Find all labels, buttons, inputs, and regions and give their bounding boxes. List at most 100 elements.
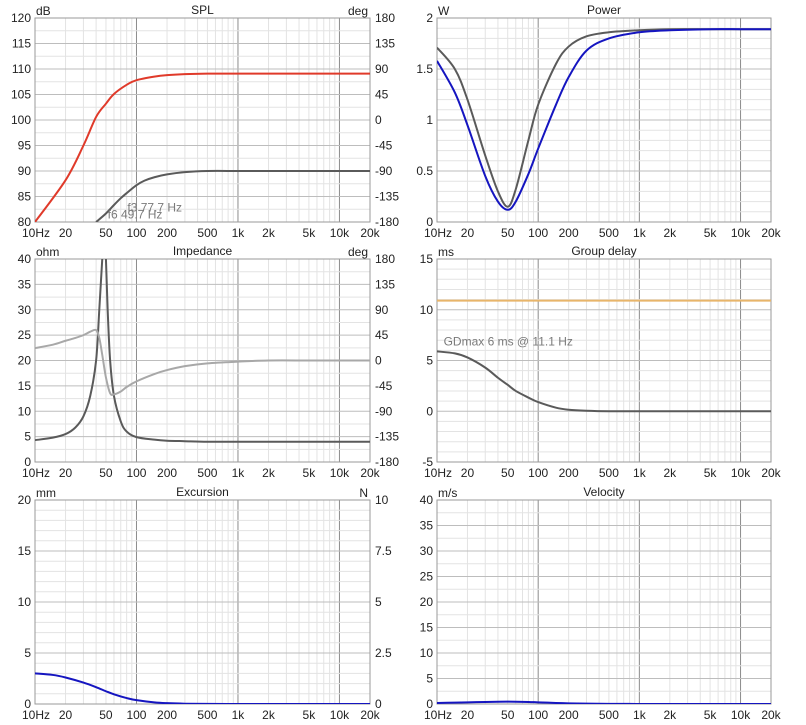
y-tick-label: -5 (422, 455, 433, 469)
y2-tick-label: -45 (375, 379, 393, 393)
x-tick-label: 2k (663, 708, 677, 722)
y-tick-label: 85 (18, 190, 32, 204)
y-tick-label: 0 (426, 697, 433, 711)
y2-tick-label: 180 (375, 252, 395, 266)
y-tick-label: 35 (420, 519, 434, 533)
x-tick-label: 100 (126, 466, 146, 480)
x-tick-label: 10Hz (22, 708, 50, 722)
plot-frame (436, 258, 772, 463)
x-tick-label: 200 (559, 466, 579, 480)
y-tick-label: 105 (11, 88, 31, 102)
y2-tick-label: 135 (375, 277, 395, 291)
y-tick-label: 110 (12, 62, 31, 76)
x-tick-label: 100 (126, 708, 146, 722)
right-unit-label: N (359, 486, 368, 500)
x-tick-label: 50 (501, 226, 515, 240)
y2-tick-label: -90 (375, 164, 393, 178)
series-line (437, 700, 771, 704)
y2-tick-label: 7.5 (375, 544, 392, 558)
velocity-panel: Velocity m/s 0 5 10 15 20 25 30 35 40 10Hz 20 50 100 20… (420, 485, 782, 722)
y-tick-label: 40 (18, 252, 32, 266)
x-tick-label: 500 (197, 708, 217, 722)
y-tick-label: 0 (24, 697, 31, 711)
x-tick-label: 200 (157, 708, 177, 722)
y-tick-label: 1.5 (416, 62, 433, 76)
x-tick-label: 5k (303, 466, 317, 480)
x-tick-label: 10Hz (424, 708, 452, 722)
y-tick-label: 15 (18, 379, 32, 393)
y-tick-label: 30 (18, 303, 32, 317)
x-tick-label: 20 (59, 226, 73, 240)
x-tick-label: 1k (232, 466, 246, 480)
y-tick-label: 5 (426, 672, 433, 686)
y-tick-label: 5 (24, 646, 31, 660)
x-tick-label: 10Hz (22, 466, 50, 480)
chart-title: SPL (191, 3, 214, 17)
right-unit-label: deg (348, 245, 368, 259)
series-line (35, 72, 370, 222)
y2-tick-label: 90 (375, 62, 389, 76)
y-tick-label: 10 (18, 404, 32, 418)
y-tick-label: 15 (420, 621, 434, 635)
x-tick-label: 100 (528, 226, 548, 240)
spl-panel: SPL dB deg 80 85 90 95 100 105 110 115 120 -180 -135 -… (11, 3, 399, 240)
y-tick-label: 1 (426, 113, 433, 127)
plot-frame (436, 17, 772, 223)
y-tick-label: 120 (11, 11, 31, 25)
y-tick-label: 35 (18, 277, 32, 291)
x-tick-label: 20k (360, 226, 380, 240)
y2-tick-label: 5 (375, 595, 382, 609)
y2-tick-label: -180 (375, 455, 399, 469)
y-tick-label: 40 (420, 493, 434, 507)
x-tick-label: 500 (197, 226, 217, 240)
plot-frame (34, 17, 371, 223)
x-tick-label: 2k (663, 226, 677, 240)
y2-tick-label: 45 (375, 328, 389, 342)
y-tick-label: 115 (12, 37, 31, 51)
x-tick-label: 20k (761, 466, 781, 480)
series-line (35, 259, 370, 443)
y2-tick-label: -90 (375, 404, 393, 418)
left-unit-label: W (438, 4, 450, 18)
chart-annotation: f3 77.7 Hz (127, 200, 182, 214)
y-tick-label: 5 (426, 354, 433, 368)
x-tick-label: 5k (704, 466, 718, 480)
chart-title: Power (587, 3, 621, 17)
y-tick-label: 10 (420, 303, 434, 317)
series-line (35, 328, 370, 396)
x-tick-label: 20 (461, 466, 475, 480)
y-tick-label: 0.5 (416, 164, 433, 178)
x-tick-label: 10Hz (424, 226, 452, 240)
x-tick-label: 5k (303, 226, 317, 240)
y-tick-label: 10 (420, 646, 434, 660)
chart-title: Group delay (571, 244, 636, 258)
x-tick-label: 10k (330, 708, 350, 722)
y2-tick-label: 10 (375, 493, 389, 507)
y-tick-label: 10 (18, 595, 32, 609)
x-tick-label: 2k (663, 466, 677, 480)
x-tick-label: 500 (599, 708, 619, 722)
y2-tick-label: 45 (375, 88, 389, 102)
left-unit-label: mm (36, 486, 56, 500)
y2-tick-label: 0 (375, 113, 382, 127)
series-line (437, 350, 771, 413)
left-unit-label: ms (438, 245, 454, 259)
x-tick-label: 20 (461, 226, 475, 240)
x-tick-label: 200 (559, 226, 579, 240)
chart-title: Excursion (176, 485, 229, 499)
chart-title: Velocity (583, 485, 624, 499)
x-tick-label: 50 (99, 466, 113, 480)
x-tick-label: 20k (360, 466, 380, 480)
x-tick-label: 20 (59, 708, 73, 722)
y-tick-label: 95 (18, 139, 32, 153)
x-tick-label: 10k (731, 466, 751, 480)
x-tick-label: 10Hz (424, 466, 452, 480)
y-tick-label: 0 (426, 215, 433, 229)
x-tick-label: 500 (197, 466, 217, 480)
y-tick-label: 20 (18, 354, 32, 368)
x-tick-label: 20 (59, 466, 73, 480)
y2-tick-label: -135 (375, 190, 399, 204)
x-tick-label: 2k (262, 708, 276, 722)
